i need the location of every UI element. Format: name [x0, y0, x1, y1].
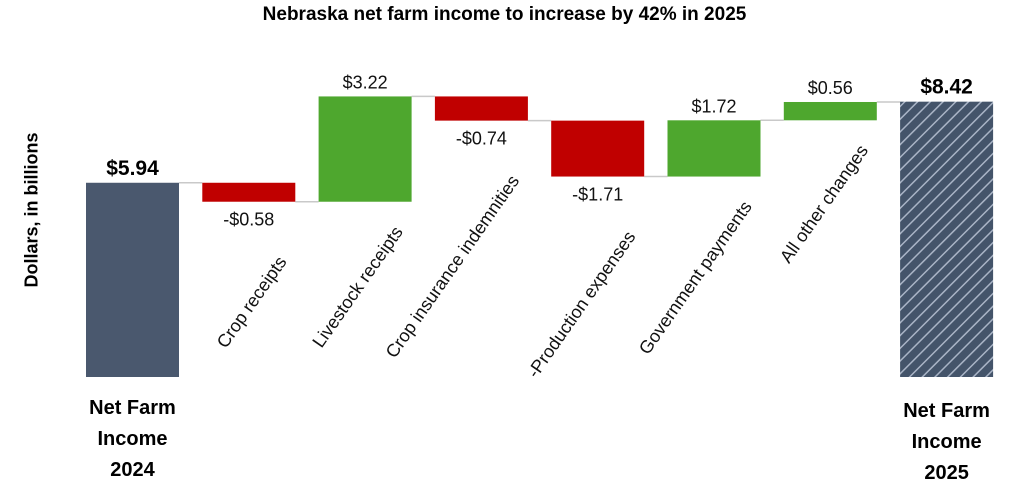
connector-lines [179, 95, 901, 203]
total-label-line: Income [911, 431, 982, 453]
category-label: All other changes [776, 141, 872, 266]
value-label: $1.72 [691, 96, 736, 116]
value-label: $5.94 [106, 157, 159, 180]
total-category-label: Net Farm Income 2024 [63, 393, 203, 486]
category-label: -Production expenses [523, 227, 639, 381]
bar-6 [783, 101, 877, 121]
category-label: Government payments [635, 197, 756, 358]
bars-group [86, 96, 994, 377]
value-label: -$1.71 [572, 185, 623, 205]
total-label-line: Income [97, 428, 168, 450]
total-label-line: Net Farm [903, 400, 990, 422]
bar-1 [202, 182, 296, 202]
value-label: $8.42 [920, 76, 973, 99]
total-category-label: Net Farm Income 2025 [877, 396, 1009, 489]
bar-0 [86, 182, 179, 377]
value-label: -$0.74 [456, 129, 507, 149]
total-label-line: 2024 [110, 459, 155, 481]
category-label: Crop receipts [213, 253, 291, 352]
bar-5 [667, 120, 761, 177]
total-label-line: 2025 [924, 462, 969, 484]
bar-3 [434, 96, 528, 121]
chart-title: Nebraska net farm income to increase by … [262, 4, 747, 25]
bar-4 [551, 120, 645, 177]
value-label: $0.56 [808, 78, 853, 98]
bar-7 [900, 101, 994, 377]
value-label: $3.22 [343, 72, 388, 92]
value-label: -$0.58 [223, 210, 274, 230]
bar-2 [318, 96, 412, 202]
total-label-line: Net Farm [89, 397, 176, 419]
category-label: Livestock receipts [308, 223, 406, 352]
